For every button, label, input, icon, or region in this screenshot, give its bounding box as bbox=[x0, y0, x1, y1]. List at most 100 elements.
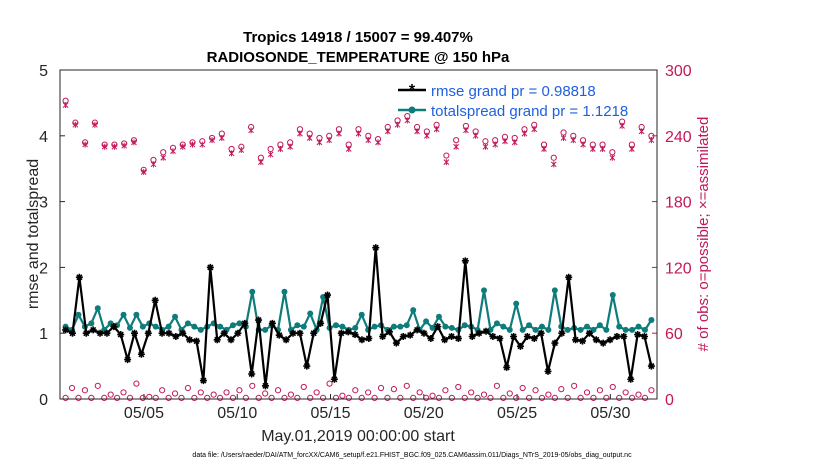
obs-assimilated-point bbox=[238, 147, 245, 154]
totalspread-point bbox=[629, 326, 636, 333]
rmse-point bbox=[606, 336, 614, 344]
obs-assimilated-point bbox=[62, 102, 69, 109]
obs-assimilated-point bbox=[209, 137, 215, 144]
obs-assimilated-point bbox=[365, 137, 372, 144]
totalspread-point bbox=[435, 313, 442, 320]
obs-assimilated-point bbox=[531, 126, 538, 133]
obs-low-point bbox=[384, 394, 391, 402]
obs-assimilated-point bbox=[287, 143, 294, 150]
rmse-point bbox=[103, 329, 111, 337]
totalspread-point bbox=[120, 311, 127, 318]
y-tick-label: 0 bbox=[39, 392, 48, 409]
rmse-point bbox=[427, 334, 435, 342]
obs-low-point bbox=[461, 394, 468, 402]
totalspread-point bbox=[94, 305, 101, 312]
obs-low-point bbox=[416, 389, 423, 396]
rmse-point bbox=[234, 329, 242, 337]
obs-low-point bbox=[197, 389, 204, 396]
totalspread-point bbox=[371, 323, 378, 330]
obs-low-point bbox=[113, 394, 121, 402]
plot-frame bbox=[59, 69, 658, 400]
obs-assimilated-point bbox=[199, 141, 206, 148]
x-axis-label: May.01,2019 00:00:00 start bbox=[261, 428, 455, 445]
obs-assimilated-point bbox=[121, 142, 128, 149]
rmse-point bbox=[434, 323, 442, 331]
obs-assimilated-point bbox=[463, 127, 469, 134]
legend-rmse-label: rmse grand pr = 0.98818 bbox=[431, 83, 596, 100]
obs-low-point bbox=[648, 387, 655, 394]
rmse-point bbox=[516, 342, 524, 350]
totalspread-point bbox=[390, 323, 397, 330]
rmse-point bbox=[261, 382, 269, 390]
rmse-point bbox=[627, 375, 635, 383]
obs-assimilated-point bbox=[306, 134, 313, 141]
obs-low-point bbox=[403, 382, 410, 389]
totalspread-point bbox=[281, 288, 288, 295]
totalspread-point bbox=[609, 292, 616, 299]
rmse-point bbox=[172, 332, 180, 340]
rmse-point bbox=[193, 337, 201, 345]
obs-possible-point bbox=[482, 138, 489, 145]
totalspread-point bbox=[217, 323, 224, 330]
totalspread-point bbox=[429, 324, 436, 331]
obs-assimilated-point bbox=[423, 132, 430, 139]
obs-low-point bbox=[249, 382, 256, 389]
totalspread-point bbox=[139, 323, 146, 330]
obs-low-point bbox=[596, 387, 604, 394]
obs-possible-point bbox=[453, 137, 460, 144]
x-tick-label: 05/20 bbox=[404, 405, 444, 422]
obs-assimilated-point bbox=[140, 168, 147, 175]
rmse-point bbox=[468, 332, 476, 340]
totalspread-point bbox=[532, 326, 539, 333]
obs-low-point bbox=[107, 391, 114, 398]
obs-possible-point bbox=[160, 149, 167, 156]
obs-low-point bbox=[236, 387, 243, 394]
rmse-point bbox=[565, 273, 573, 281]
obs-low-point bbox=[571, 382, 578, 389]
legend-spread-marker bbox=[408, 106, 416, 114]
obs-low-point bbox=[88, 394, 95, 402]
obs-low-point bbox=[635, 391, 642, 398]
rmse-point bbox=[165, 329, 173, 337]
obs-low-point bbox=[62, 394, 69, 402]
x-tick-label: 05/05 bbox=[124, 405, 164, 422]
y-right-tick-label: 0 bbox=[665, 392, 674, 409]
obs-low-point bbox=[191, 394, 198, 402]
obs-low-point bbox=[223, 389, 230, 396]
obs-assimilated-point bbox=[277, 145, 284, 152]
rmse-point bbox=[303, 362, 311, 370]
obs-assimilated-point bbox=[560, 134, 567, 141]
legend: * rmse grand pr = 0.98818 totalspread gr… bbox=[398, 82, 628, 120]
rmse-point bbox=[248, 370, 256, 378]
totalspread-point bbox=[603, 326, 610, 333]
obs-assimilated-point bbox=[150, 161, 157, 168]
rmse-line bbox=[65, 247, 653, 386]
totalspread-point bbox=[461, 322, 468, 329]
totalspread-point bbox=[307, 310, 314, 317]
obs-possible-point bbox=[267, 145, 274, 153]
totalspread-point bbox=[191, 323, 198, 330]
obs-low-point bbox=[255, 394, 262, 402]
obs-low-point bbox=[410, 394, 417, 402]
rmse-point bbox=[330, 375, 338, 383]
rmse-point bbox=[179, 329, 187, 337]
obs-assimilated-point bbox=[101, 143, 108, 150]
rmse-point bbox=[399, 332, 407, 340]
totalspread-point bbox=[403, 322, 410, 329]
obs-assimilated-point bbox=[472, 132, 479, 139]
x-tick-label: 05/25 bbox=[497, 405, 537, 422]
obs-low-point bbox=[358, 394, 365, 402]
rmse-point bbox=[131, 329, 139, 337]
rmse-point bbox=[213, 336, 221, 344]
obs-low-point bbox=[68, 384, 76, 392]
obs-assimilated-point bbox=[218, 134, 225, 141]
obs-assimilated-point bbox=[404, 117, 411, 124]
obs-low-point bbox=[120, 389, 127, 396]
totalspread-point bbox=[165, 323, 172, 330]
obs-low-point bbox=[622, 389, 629, 396]
obs-low-point bbox=[397, 394, 404, 402]
rmse-point bbox=[337, 329, 345, 337]
rmse-point bbox=[392, 339, 400, 347]
obs-assimilated-point bbox=[550, 161, 557, 168]
obs-low-point bbox=[558, 386, 565, 393]
